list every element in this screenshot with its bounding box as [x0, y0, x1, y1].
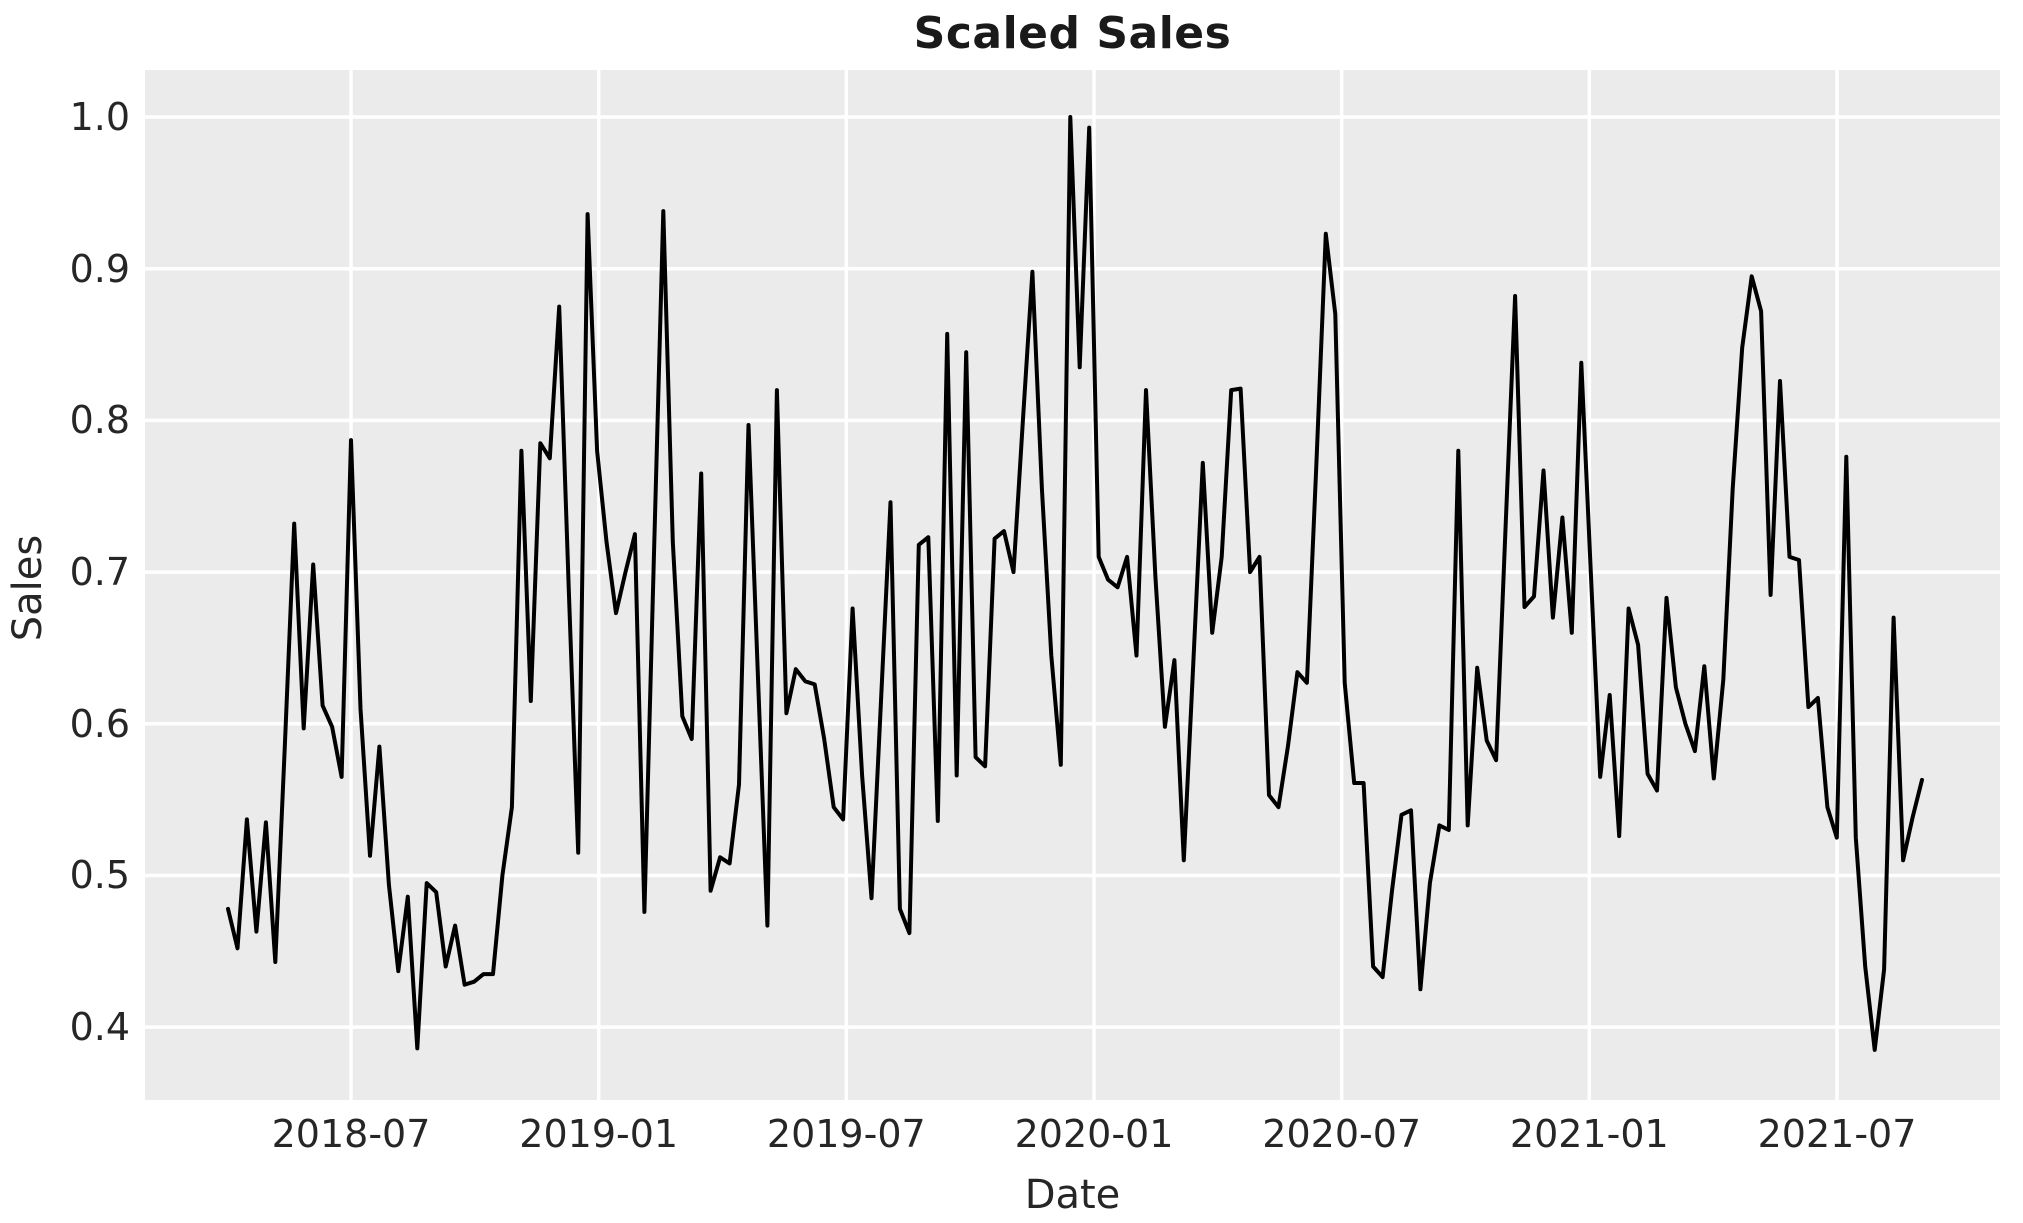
x-tick-label: 2019-01: [519, 1112, 679, 1156]
y-tick-label: 1.0: [69, 95, 130, 140]
y-tick-label: 0.8: [69, 398, 130, 443]
x-tick-label: 2020-07: [1262, 1112, 1422, 1156]
y-tick-label: 0.6: [69, 701, 130, 746]
x-tick-label: 2018-07: [271, 1112, 431, 1156]
sales-line-series: [226, 115, 1924, 1052]
x-tick-label: 2019-07: [766, 1112, 926, 1156]
x-tick-label: 2021-07: [1757, 1112, 1917, 1156]
x-tick-label: 2020-01: [1014, 1112, 1174, 1156]
chart-title: Scaled Sales: [913, 8, 1232, 59]
y-tick-label: 0.7: [69, 550, 130, 595]
y-tick-label: 0.9: [69, 246, 130, 291]
x-tick-label: 2021-01: [1509, 1112, 1669, 1156]
x-axis-label: Date: [1024, 1172, 1121, 1218]
y-tick-label: 0.4: [69, 1005, 130, 1050]
y-tick-label: 0.5: [69, 853, 130, 898]
